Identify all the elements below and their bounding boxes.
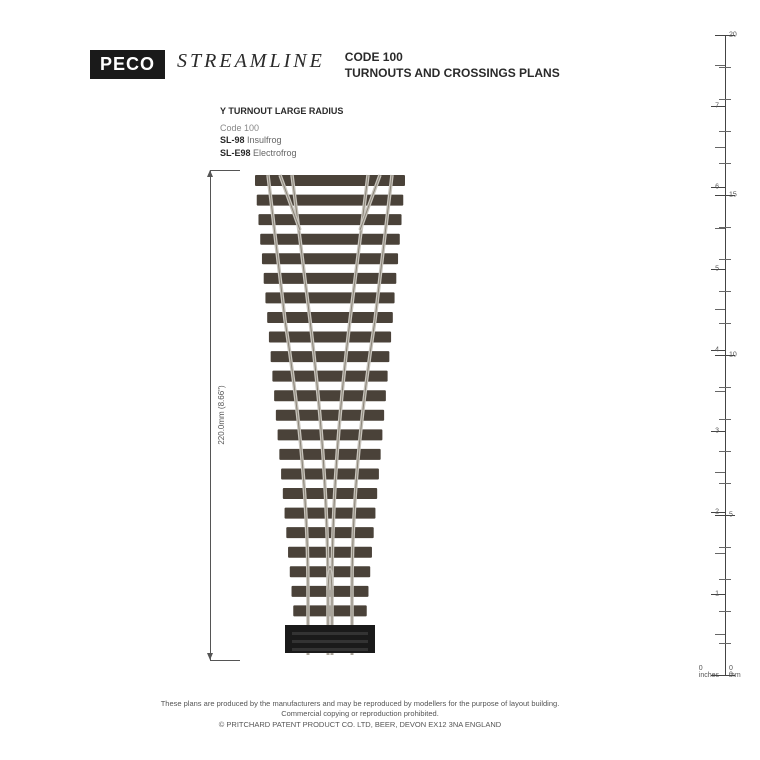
footer-line3: © PRITCHARD PATENT PRODUCT CO. LTD, BEER…	[100, 720, 620, 731]
footer-line1: These plans are produced by the manufact…	[100, 699, 620, 710]
scale-tick-inch-minor	[715, 309, 725, 310]
scale-tick-cm	[719, 291, 731, 292]
scale-tick-inch-minor	[715, 634, 725, 635]
dimension-label: 220.0mm (8.66")	[217, 385, 226, 444]
peco-logo: PECO	[90, 50, 165, 79]
scale-tick-inch-minor	[715, 65, 725, 66]
dim-ext-top	[210, 170, 240, 171]
sku1: SL-98	[220, 135, 245, 145]
scale-tick-cm	[719, 387, 731, 388]
scale-label-inch: 6	[715, 184, 719, 191]
scale-tick-inch-minor	[715, 147, 725, 148]
product-code-label: Code 100	[220, 122, 670, 135]
scale-label-inch: 4	[715, 346, 719, 353]
sku-row-2: SL-E98 Electrofrog	[220, 147, 670, 160]
scale-tick-cm	[719, 163, 731, 164]
scale-label-inch: 1	[715, 590, 719, 597]
header-title: CODE 100 TURNOUTS AND CROSSINGS PLANS	[345, 50, 560, 81]
scale-tick-cm	[719, 99, 731, 100]
scale-label-inch: 3	[715, 428, 719, 435]
scale-tick-cm	[719, 643, 731, 644]
code-line: CODE 100	[345, 50, 560, 66]
scale-tick-cm	[719, 259, 731, 260]
product-info: Y TURNOUT LARGE RADIUS Code 100 SL-98 In…	[220, 105, 670, 159]
scale-tick-inch	[711, 675, 725, 676]
track-diagram: 220.0mm (8.66")	[230, 170, 430, 660]
footer-line2: Commercial copying or reproduction prohi…	[100, 709, 620, 720]
scale-tick-cm	[719, 611, 731, 612]
product-title: Y TURNOUT LARGE RADIUS	[220, 105, 670, 118]
scale-tick-inch-minor	[715, 228, 725, 229]
scale-tick-cm	[719, 323, 731, 324]
scale-tick-inch-minor	[715, 391, 725, 392]
scale-label-cm: 0	[729, 672, 733, 679]
scale-tick-cm	[719, 579, 731, 580]
scale-label-cm: 5	[729, 512, 733, 519]
dimension-line: 220.0mm (8.66")	[200, 170, 220, 660]
scale-label-inch: 2	[715, 509, 719, 516]
title-line: TURNOUTS AND CROSSINGS PLANS	[345, 66, 560, 82]
scale-tick-cm	[719, 483, 731, 484]
scale-bar: Use this scale bar to check that your pr…	[705, 35, 745, 675]
track-svg	[230, 170, 430, 660]
scale-tick-cm	[719, 131, 731, 132]
scale-label-cm: 10	[729, 352, 737, 359]
scale-label-cm: 15	[729, 192, 737, 199]
scale-tick-inch-minor	[715, 553, 725, 554]
header: PECO STREAMLINE CODE 100 TURNOUTS AND CR…	[90, 50, 670, 81]
dim-ext-bot	[210, 660, 240, 661]
sku-row-1: SL-98 Insulfrog	[220, 134, 670, 147]
plan-page: PECO STREAMLINE CODE 100 TURNOUTS AND CR…	[90, 50, 670, 710]
scale-tick-cm	[719, 67, 731, 68]
scale-tick-cm	[719, 419, 731, 420]
scale-label-inch: 5	[715, 265, 719, 272]
sku2: SL-E98	[220, 148, 251, 158]
scale-tick-cm	[719, 547, 731, 548]
brand-name: STREAMLINE	[177, 50, 325, 73]
scale-label-inch: 7	[715, 103, 719, 110]
dim-arrow-top-icon	[207, 170, 213, 177]
scale-unit-inches: 0 inches	[699, 665, 719, 679]
scale-label-cm: 20	[729, 32, 737, 39]
footer: These plans are produced by the manufact…	[100, 699, 620, 731]
scale-tick-cm	[719, 451, 731, 452]
sku1-desc: Insulfrog	[247, 135, 282, 145]
sku2-desc: Electrofrog	[253, 148, 297, 158]
scale-tick-inch-minor	[715, 472, 725, 473]
